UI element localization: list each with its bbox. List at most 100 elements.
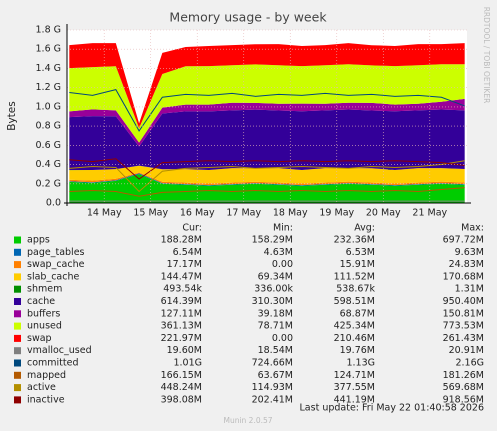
legend-value: 18.54M [258, 345, 293, 356]
legend-value: 19.76M [340, 345, 375, 356]
y-tick-label: 1.8 G [36, 25, 62, 36]
legend-value: 6.54M [173, 247, 202, 258]
area [69, 43, 465, 129]
legend-label: swap_cache [27, 259, 85, 270]
legend-value: 111.52M [334, 271, 375, 282]
legend-value: 697.72M [443, 235, 484, 246]
legend-value: 9.63M [455, 247, 484, 258]
legend-swatch [14, 310, 21, 318]
side-text: RRDTOOL / TOBI OETIKER [482, 7, 491, 104]
legend-value: 724.66M [252, 358, 293, 369]
legend-value: 310.30M [252, 296, 293, 307]
legend-label: committed [27, 358, 79, 369]
y-tick-label: 1.6 G [36, 44, 62, 55]
x-tick-label: 17 May [226, 208, 261, 219]
area [69, 172, 465, 186]
legend-value: 6.53M [346, 247, 375, 258]
x-tick-label: 15 May [133, 208, 168, 219]
legend-value: 377.55M [334, 382, 375, 393]
column-header: Cur: [182, 223, 202, 234]
x-tick-label: 14 May [87, 208, 122, 219]
legend-value: 441.19M [334, 394, 375, 405]
legend-swatch [14, 248, 21, 256]
x-tick-label: 19 May [319, 208, 354, 219]
area [69, 98, 465, 147]
legend-swatch [14, 236, 21, 244]
area [69, 109, 465, 171]
legend-value: 493.54k [163, 284, 202, 295]
x-tick-label: 18 May [273, 208, 308, 219]
legend-value: 221.97M [161, 333, 202, 344]
legend-value: 15.91M [340, 259, 375, 270]
legend-swatch [14, 396, 21, 404]
legend-swatch [14, 298, 21, 305]
legend-label: swap [27, 333, 52, 344]
legend-label: slab_cache [27, 271, 79, 282]
y-tick-label: 1.4 G [36, 63, 62, 74]
legend-value: 158.29M [252, 235, 293, 246]
legend-value: 448.24M [161, 382, 202, 393]
column-header: Min: [273, 223, 293, 234]
legend-value: 170.68M [443, 271, 484, 282]
legend-value: 1.31M [455, 284, 484, 295]
legend-value: 114.93M [252, 382, 293, 393]
legend-value: 261.43M [443, 333, 484, 344]
legend-value: 181.26M [443, 370, 484, 381]
legend-value: 950.40M [443, 296, 484, 307]
legend-value: 24.83M [449, 259, 484, 270]
footer: Last update: Fri May 22 01:40:58 2026 [300, 403, 484, 414]
chart-title: Memory usage - by week [169, 10, 327, 25]
legend-value: 773.53M [443, 321, 484, 332]
legend-label: shmem [27, 284, 62, 295]
y-tick-label: 0.6 G [36, 140, 62, 151]
x-tick-label: 21 May [412, 208, 447, 219]
legend-label: cache [27, 296, 55, 307]
legend-label: vmalloc_used [27, 345, 92, 356]
legend-label: unused [27, 321, 62, 332]
column-header: Avg: [354, 223, 375, 234]
legend-swatch [14, 261, 21, 269]
y-axis-label: Bytes [6, 101, 18, 130]
legend-value: 232.36M [334, 235, 375, 246]
legend-value: 202.41M [252, 394, 293, 405]
y-tick-label: 0.4 G [36, 159, 62, 170]
legend-swatch [14, 359, 21, 367]
legend-value: 210.46M [334, 333, 375, 344]
legend-label: page_tables [27, 247, 85, 258]
legend-label: inactive [27, 394, 65, 405]
area [69, 64, 465, 143]
line [69, 89, 465, 132]
legend-swatch [14, 273, 21, 281]
legend-value: 398.08M [161, 394, 202, 405]
legend-value: 127.11M [161, 308, 202, 319]
legend-value: 17.17M [167, 259, 202, 270]
legend-value: 0.00 [272, 259, 293, 270]
legend-value: 39.18M [258, 308, 293, 319]
legend-value: 124.71M [334, 370, 375, 381]
x-tick-label: 16 May [180, 208, 215, 219]
legend-swatch [14, 347, 21, 355]
legend-value: 0.00 [272, 333, 293, 344]
legend-value: 69.34M [258, 271, 293, 282]
legend-value: 20.91M [449, 345, 484, 356]
legend-label: mapped [27, 370, 66, 381]
legend-value: 63.67M [258, 370, 293, 381]
column-header: Max: [461, 223, 484, 234]
legend-value: 1.13G [346, 358, 375, 369]
legend-label: apps [27, 235, 50, 246]
legend-value: 150.81M [443, 308, 484, 319]
legend-swatch [14, 322, 21, 330]
legend-label: active [27, 382, 56, 393]
legend-swatch [14, 384, 21, 392]
version: Munin 2.0.57 [223, 416, 272, 425]
legend-value: 144.47M [161, 271, 202, 282]
legend-label: buffers [27, 308, 60, 319]
line [69, 158, 465, 180]
legend-value: 598.51M [334, 296, 375, 307]
y-tick-label: 1.2 G [36, 82, 62, 93]
legend-value: 68.87M [340, 308, 375, 319]
legend-value: 425.34M [334, 321, 375, 332]
x-tick-label: 20 May [366, 208, 401, 219]
legend-value: 188.28M [161, 235, 202, 246]
